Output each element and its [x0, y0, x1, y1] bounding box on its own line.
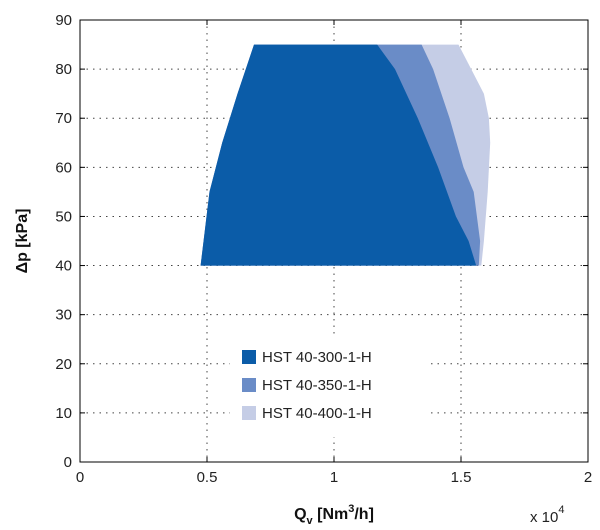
tick-marks — [79, 19, 589, 463]
y-tick-label: 40 — [55, 258, 72, 275]
legend-swatch — [242, 378, 256, 392]
y-tick-label: 70 — [55, 110, 72, 127]
y-tick-label: 30 — [55, 307, 72, 324]
area-hst-40-300-1-h — [200, 44, 477, 266]
x-tick-label: 2 — [584, 469, 592, 486]
legend-box — [230, 337, 426, 437]
y-axis-title: Δp [kPa] — [14, 209, 31, 274]
y-tick-label: 20 — [55, 356, 72, 373]
series-areas — [200, 44, 491, 266]
y-tick-labels: 0 10 20 30 40 50 60 70 80 90 — [55, 12, 72, 471]
legend: HST 40-300-1-H HST 40-350-1-H HST 40-400-1… — [230, 337, 426, 437]
legend-label: HST 40-300-1-H — [262, 349, 372, 366]
x-tick-labels: 0 0.5 1 1.5 2 — [76, 469, 592, 486]
x-tick-label: 0.5 — [197, 469, 218, 486]
legend-label: HST 40-400-1-H — [262, 405, 372, 422]
y-tick-label: 80 — [55, 61, 72, 78]
x-axis-title: Qv [Nm3/h] — [294, 503, 374, 527]
legend-swatch — [242, 350, 256, 364]
y-tick-label: 60 — [55, 159, 72, 176]
y-tick-label: 50 — [55, 208, 72, 225]
y-tick-label: 90 — [55, 12, 72, 29]
x-tick-label: 0 — [76, 469, 84, 486]
x-tick-label: 1.5 — [451, 469, 472, 486]
x-multiplier: x 104 — [530, 504, 564, 526]
x-tick-label: 1 — [330, 469, 338, 486]
legend-swatch — [242, 406, 256, 420]
legend-label: HST 40-350-1-H — [262, 377, 372, 394]
y-tick-label: 10 — [55, 405, 72, 422]
y-tick-label: 0 — [64, 454, 72, 471]
